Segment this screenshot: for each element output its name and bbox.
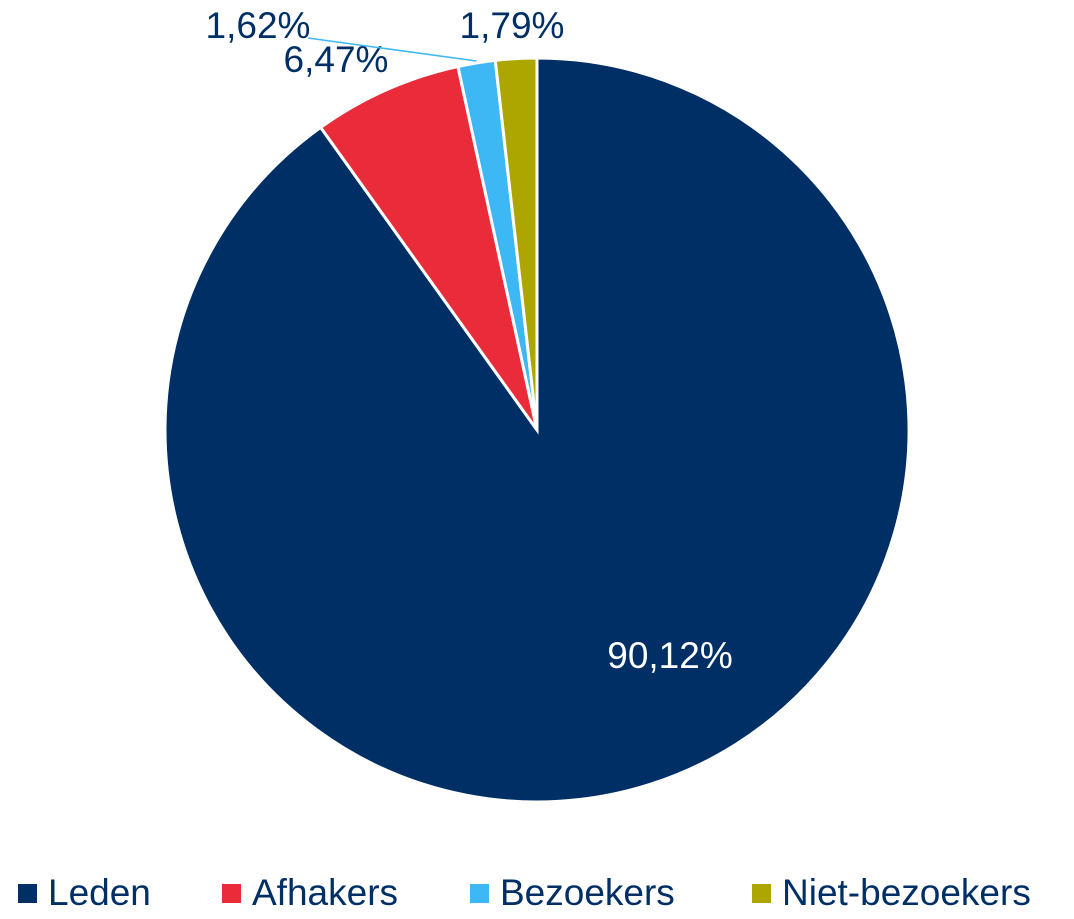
legend-label: Leden [48, 872, 151, 913]
pie-slice [318, 64, 539, 431]
data-label: 1,62% [206, 5, 311, 46]
data-label: 90,12% [607, 635, 733, 676]
legend-swatch [222, 884, 241, 903]
legend-swatch [18, 884, 37, 903]
data-label: 1,79% [460, 5, 565, 46]
legend-swatch [752, 884, 771, 903]
legend-swatch [470, 884, 489, 903]
legend-label: Bezoekers [500, 872, 675, 913]
legend-label: Niet-bezoekers [782, 872, 1031, 913]
legend-label: Afhakers [252, 872, 398, 913]
pie-slice [493, 56, 539, 431]
data-label: 6,47% [284, 39, 389, 80]
leader-line [307, 37, 477, 62]
